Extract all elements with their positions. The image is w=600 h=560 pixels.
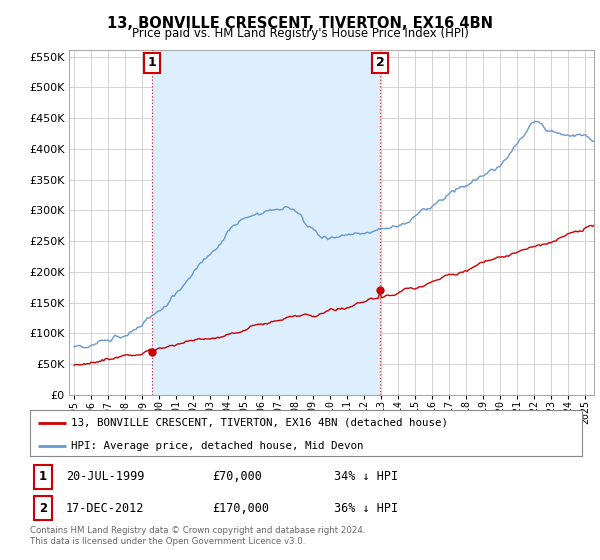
Text: 17-DEC-2012: 17-DEC-2012 <box>66 502 144 515</box>
Bar <box>152 50 380 395</box>
Text: HPI: Average price, detached house, Mid Devon: HPI: Average price, detached house, Mid … <box>71 441 364 451</box>
Text: Contains HM Land Registry data © Crown copyright and database right 2024.
This d: Contains HM Land Registry data © Crown c… <box>30 526 365 546</box>
Text: 34% ↓ HPI: 34% ↓ HPI <box>334 470 398 483</box>
Text: 1: 1 <box>39 470 47 483</box>
Text: 13, BONVILLE CRESCENT, TIVERTON, EX16 4BN: 13, BONVILLE CRESCENT, TIVERTON, EX16 4B… <box>107 16 493 31</box>
FancyBboxPatch shape <box>34 496 52 520</box>
Text: £170,000: £170,000 <box>212 502 269 515</box>
Text: Price paid vs. HM Land Registry's House Price Index (HPI): Price paid vs. HM Land Registry's House … <box>131 27 469 40</box>
Text: 20-JUL-1999: 20-JUL-1999 <box>66 470 144 483</box>
Text: £70,000: £70,000 <box>212 470 262 483</box>
Text: 2: 2 <box>376 56 385 69</box>
Text: 36% ↓ HPI: 36% ↓ HPI <box>334 502 398 515</box>
FancyBboxPatch shape <box>34 465 52 489</box>
Text: 1: 1 <box>147 56 156 69</box>
Text: 13, BONVILLE CRESCENT, TIVERTON, EX16 4BN (detached house): 13, BONVILLE CRESCENT, TIVERTON, EX16 4B… <box>71 418 448 428</box>
Text: 2: 2 <box>39 502 47 515</box>
